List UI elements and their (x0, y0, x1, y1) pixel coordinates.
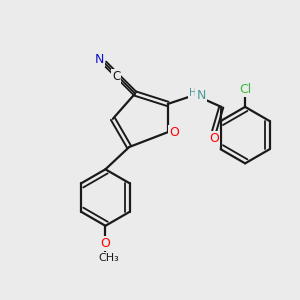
Text: O: O (209, 132, 219, 145)
Text: C: C (112, 70, 120, 83)
Text: N: N (94, 53, 104, 66)
Text: O: O (169, 126, 179, 139)
Text: N: N (196, 89, 206, 102)
Text: H: H (189, 88, 197, 98)
Text: CH₃: CH₃ (99, 253, 119, 262)
Text: O: O (100, 236, 110, 250)
Text: Cl: Cl (239, 83, 251, 97)
